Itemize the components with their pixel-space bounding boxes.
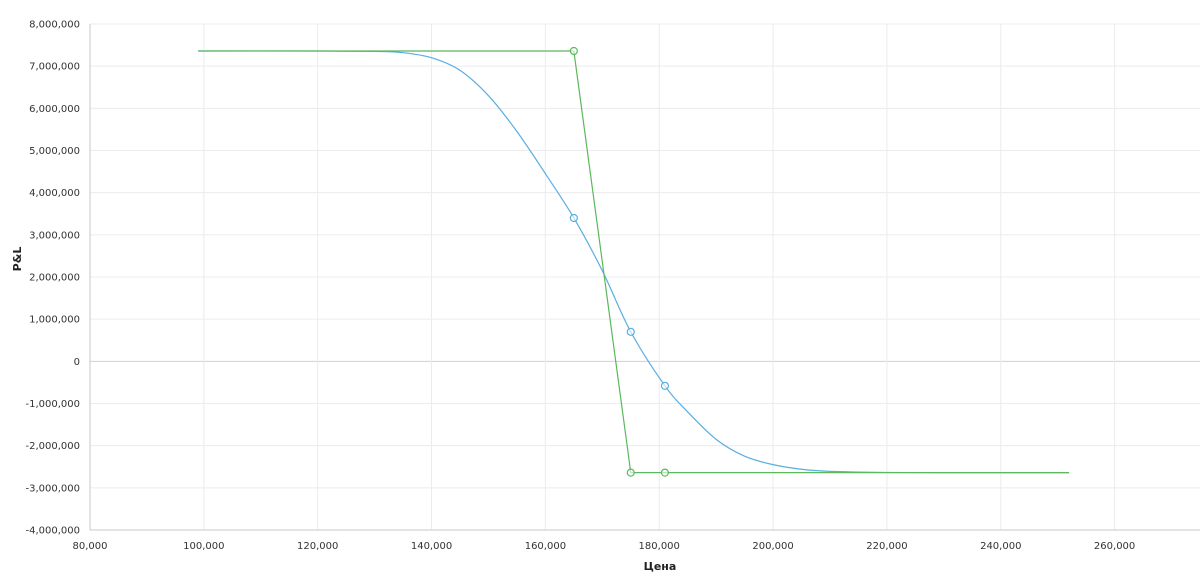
grid (89, 23, 1200, 531)
x-tick-label: 260,000 (1094, 541, 1135, 552)
x-tick-label: 240,000 (980, 541, 1021, 552)
x-tick-label: 200,000 (752, 541, 793, 552)
y-tick-label: 3,000,000 (29, 230, 80, 241)
y-tick-label: -1,000,000 (25, 399, 80, 410)
series-2-point[interactable] (660, 468, 670, 477)
y-axis-ticks: -4,000,000 -3,000,000 -2,000,000 -1,000,000… (25, 20, 80, 537)
y-tick-label: 7,000,000 (29, 62, 80, 73)
series-2-point[interactable] (569, 46, 578, 56)
series-layer (198, 46, 1070, 477)
y-tick-label: -3,000,000 (25, 483, 80, 494)
series-line-2 (198, 50, 1070, 474)
y-axis-title: P&L (11, 247, 24, 272)
x-tick-label: 80,000 (73, 541, 108, 552)
series-1-point[interactable] (626, 327, 635, 336)
y-tick-label: 4,000,000 (29, 188, 80, 199)
x-tick-label: 120,000 (297, 541, 338, 552)
x-tick-label: 100,000 (183, 541, 224, 552)
x-tick-label: 220,000 (866, 541, 907, 552)
series-2-point[interactable] (626, 468, 635, 477)
y-tick-label: 6,000,000 (29, 104, 80, 115)
series-1-point[interactable] (569, 213, 578, 223)
y-tick-label: -4,000,000 (25, 526, 80, 537)
series-line-1 (198, 50, 1070, 474)
y-tick-label: 5,000,000 (29, 146, 80, 157)
x-tick-label: 180,000 (639, 541, 680, 552)
x-tick-label: 140,000 (411, 541, 452, 552)
x-tick-label: 160,000 (525, 541, 566, 552)
y-tick-label: 8,000,000 (29, 20, 80, 31)
x-axis-title: Цена (644, 560, 677, 573)
y-tick-label: 1,000,000 (29, 315, 80, 326)
x-axis-ticks: 80,000 100,000 120,000 140,000 160,000 180,00… (73, 541, 1136, 552)
y-tick-label: 0 (74, 357, 80, 368)
series-1-point[interactable] (660, 381, 670, 390)
y-tick-label: 2,000,000 (29, 273, 80, 284)
y-tick-label: -2,000,000 (25, 441, 80, 452)
